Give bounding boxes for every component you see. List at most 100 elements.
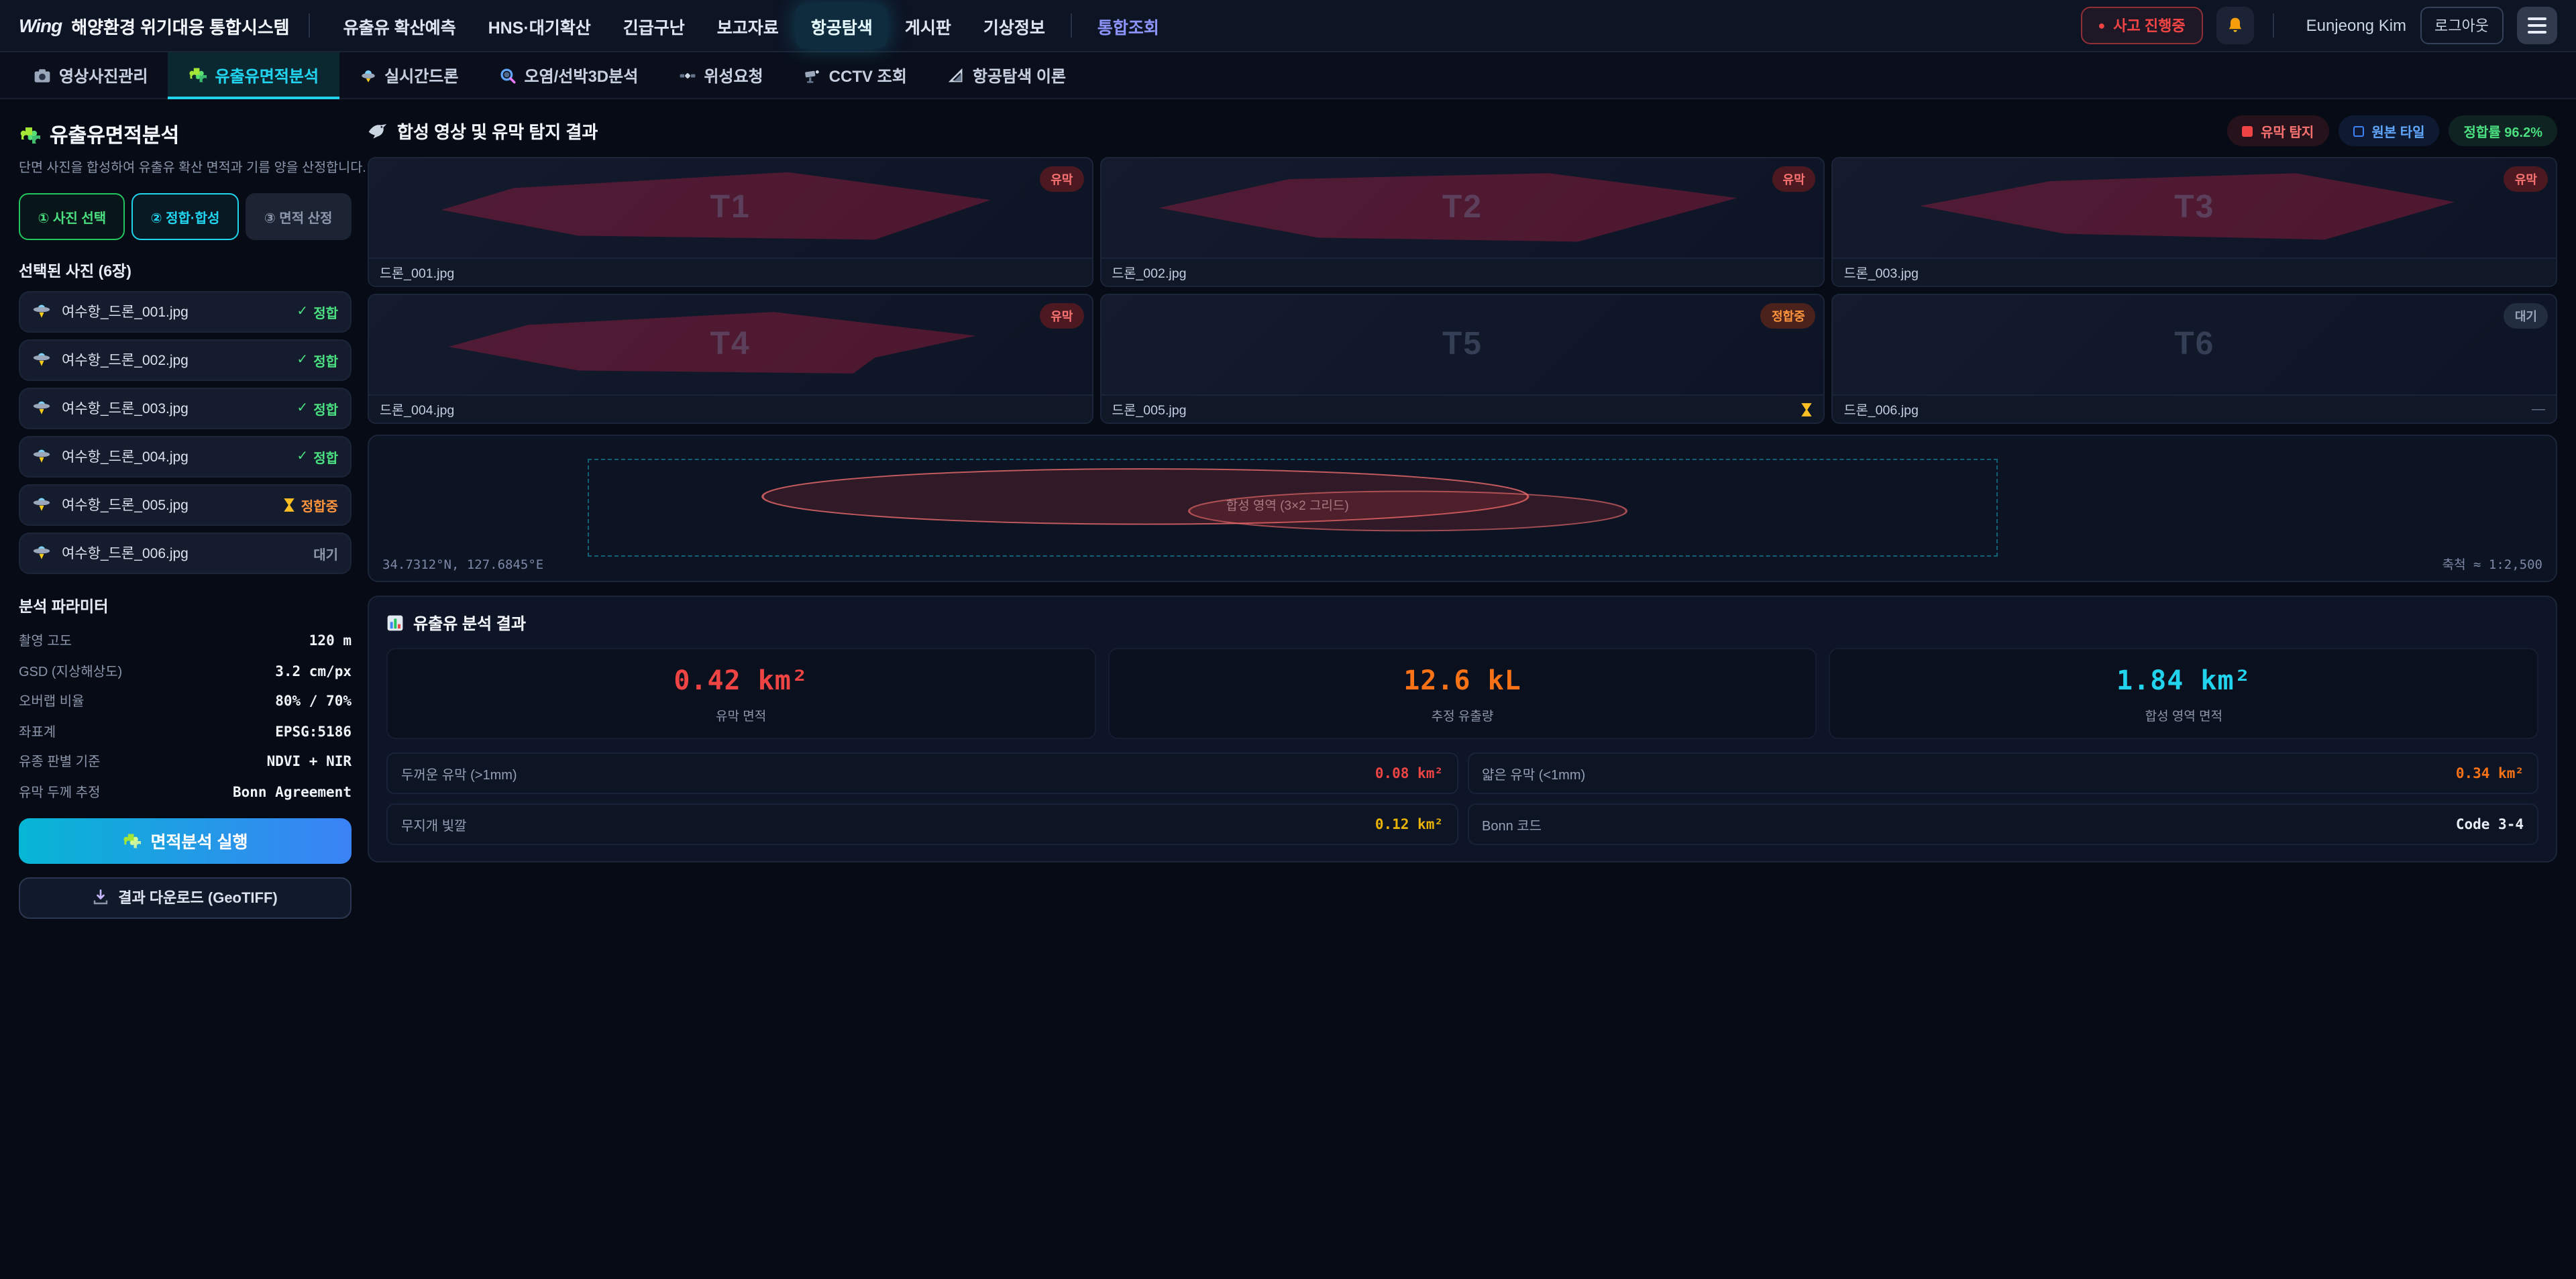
run-area-analysis-button[interactable]: 면적분석 실행 xyxy=(19,818,352,863)
param-label: 오버랩 비율 xyxy=(19,695,85,710)
file-name: 여수항_드론_006.jpg xyxy=(62,546,189,562)
detail-grid: 두꺼운 유막 (>1mm) 0.08 km² 얇은 유막 (<1mm) 0.34… xyxy=(386,753,2538,845)
app-title: 해양환경 위기대응 통합시스템 xyxy=(71,17,290,37)
tile-image: T4 유막 xyxy=(369,295,1091,394)
user-name: Eunjeong Kim xyxy=(2306,16,2407,35)
nav-item-aerial-search[interactable]: 항공탐색 xyxy=(796,3,888,48)
workflow-steps: ① 사진 선택 ② 정합·합성 ③ 면적 산정 xyxy=(19,193,352,240)
tab-oil-area-analysis[interactable]: 유출유면적분석 xyxy=(168,52,339,99)
stat-oil-area: 0.42 km² 유막 면적 xyxy=(386,648,1096,739)
nav-item-hns[interactable]: HNS·대기확산 xyxy=(488,18,591,37)
download-icon xyxy=(94,889,108,905)
analysis-results-panel: 유출유 분석 결과 0.42 km² 유막 면적 12.6 kL 추정 유출량 … xyxy=(368,596,2557,863)
incident-status-badge[interactable]: ● 사고 진행중 xyxy=(2080,7,2203,44)
coordinates-label: 34.7312°N, 127.6845°E xyxy=(382,558,544,573)
file-status: 대기 xyxy=(313,549,338,563)
puzzle-icon xyxy=(189,68,207,82)
file-row[interactable]: 여수항_드론_003.jpg ✓ 정합 xyxy=(19,388,352,429)
stat-label: 추정 유출량 xyxy=(1431,710,1494,724)
drone-photo-icon xyxy=(33,546,50,559)
tile-image: T1 유막 xyxy=(369,158,1091,258)
oil-slick-ellipses xyxy=(761,468,1628,532)
tile-filename: 드론_004.jpg xyxy=(380,404,455,419)
detail-thin-slick: 얇은 유막 (<1mm) 0.34 km² xyxy=(1467,753,2538,794)
analysis-sidebar: 유출유면적분석 단면 사진을 합성하여 유출유 확산 면적과 기름 양을 산정합… xyxy=(19,113,366,918)
file-row[interactable]: 여수항_드론_004.jpg ✓ 정합 xyxy=(19,436,352,478)
file-name: 여수항_드론_004.jpg xyxy=(62,449,189,465)
param-row: 촬영 고도 120 m xyxy=(19,629,352,649)
notifications-button[interactable] xyxy=(2216,7,2254,44)
hourglass-icon xyxy=(284,498,295,512)
param-row: 유종 판별 기준 NDVI + NIR xyxy=(19,750,352,770)
tile-filename: 드론_002.jpg xyxy=(1112,267,1187,282)
tile-footer: 드론_006.jpg — xyxy=(1833,394,2556,423)
composite-result-panel: 합성 영상 및 유막 탐지 결과 유막 탐지 원본 타일 정합률 96.2% xyxy=(368,113,2557,863)
stat-value: 12.6 kL xyxy=(1403,664,1521,696)
param-value: EPSG:5186 xyxy=(275,724,352,740)
divider xyxy=(2272,13,2274,38)
download-geotiff-button[interactable]: 결과 다운로드 (GeoTIFF) xyxy=(19,877,352,918)
file-row[interactable]: 여수항_드론_002.jpg ✓ 정합 xyxy=(19,339,352,381)
tile-id-label: T4 xyxy=(710,326,751,362)
param-label: 좌표계 xyxy=(19,725,56,740)
camera-icon xyxy=(34,68,50,82)
composite-area-label: 합성 영역 (3×2 그리드) xyxy=(1226,498,1349,514)
alignment-rate-badge: 정합률 96.2% xyxy=(2449,115,2557,146)
wing-logo-icon: Wing xyxy=(19,15,62,36)
param-label: 유막 두께 추정 xyxy=(19,785,101,800)
file-name: 여수항_드론_002.jpg xyxy=(62,353,189,369)
file-row[interactable]: 여수항_드론_006.jpg 대기 xyxy=(19,533,352,574)
tile-status-badge: 유막 xyxy=(1040,166,1084,192)
tab-aerial-search-theory[interactable]: 항공탐색 이론 xyxy=(927,52,1086,98)
stat-cards: 0.42 km² 유막 면적 12.6 kL 추정 유출량 1.84 km² 합… xyxy=(386,648,2538,739)
legend-original-tiles[interactable]: 원본 타일 xyxy=(2338,115,2440,146)
tile-T2[interactable]: T2 유막 드론_002.jpg ✓ xyxy=(1099,157,1825,287)
tile-status-badge: 대기 xyxy=(2504,303,2548,329)
map-legend: 유막 탐지 원본 타일 정합률 96.2% xyxy=(2227,115,2557,146)
logout-button[interactable]: 로그아웃 xyxy=(2420,7,2504,44)
step-align-composite[interactable]: ② 정합·합성 xyxy=(131,193,239,240)
step-area-calc[interactable]: ③ 면적 산정 xyxy=(245,193,352,240)
legend-oil-detection[interactable]: 유막 탐지 xyxy=(2227,115,2329,146)
tile-T6[interactable]: T6 대기 드론_006.jpg — xyxy=(1831,294,2557,424)
nav-item-integrated-search[interactable]: 통합조회 xyxy=(1097,18,1159,37)
tab-satellite-request[interactable]: 위성요청 xyxy=(658,52,783,98)
file-status: ✓ 정합 xyxy=(297,449,338,467)
detail-rainbow-sheen: 무지개 빛깔 0.12 km² xyxy=(386,803,1458,845)
step-photo-select[interactable]: ① 사진 선택 xyxy=(19,193,125,240)
param-value: 80% / 70% xyxy=(275,693,352,710)
nav-item-weather[interactable]: 기상정보 xyxy=(983,18,1045,37)
nav-item-reports[interactable]: 보고자료 xyxy=(716,18,779,37)
tile-id-label: T1 xyxy=(710,189,751,225)
drone-photo-icon xyxy=(33,449,50,463)
hourglass-icon xyxy=(1801,402,1813,416)
nav-item-board[interactable]: 게시판 xyxy=(904,18,951,37)
detail-bonn-code: Bonn 코드 Code 3-4 xyxy=(1467,803,2538,845)
file-status: ✓ 정합 xyxy=(297,353,338,370)
tile-T4[interactable]: T4 유막 드론_004.jpg ✓ xyxy=(368,294,1093,424)
tile-id-label: T5 xyxy=(1442,326,1483,362)
hamburger-menu-button[interactable] xyxy=(2517,7,2557,44)
incident-status-label: 사고 진행중 xyxy=(2113,19,2186,35)
check-icon: ✓ xyxy=(297,401,309,416)
main-section-title: 합성 영상 및 유막 탐지 결과 xyxy=(368,118,598,144)
file-row[interactable]: 여수항_드론_001.jpg ✓ 정합 xyxy=(19,291,352,333)
tab-realtime-drone[interactable]: 실시간드론 xyxy=(339,52,478,98)
tile-T5[interactable]: T5 정합중 드론_005.jpg xyxy=(1099,294,1825,424)
nav-item-spill-forecast[interactable]: 유출유 확산예측 xyxy=(343,18,456,37)
tile-image: T3 유막 xyxy=(1833,158,2556,258)
file-row[interactable]: 여수항_드론_005.jpg 정합중 xyxy=(19,484,352,526)
tab-cctv[interactable]: CCTV 조회 xyxy=(784,52,927,98)
eagle-icon xyxy=(368,124,387,139)
tile-T1[interactable]: T1 유막 드론_001.jpg ✓ xyxy=(368,157,1093,287)
drone-photo-icon xyxy=(33,498,50,511)
param-label: GSD (지상해상도) xyxy=(19,665,123,679)
top-navbar: Wing 해양환경 위기대응 통합시스템 유출유 확산예측 HNS·대기확산 긴… xyxy=(0,0,2576,52)
tab-image-management[interactable]: 영상사진관리 xyxy=(13,52,168,98)
tab-pollution-3d-analysis[interactable]: 오염/선박3D분석 xyxy=(478,52,658,98)
nav-item-rescue[interactable]: 긴급구난 xyxy=(623,18,685,37)
red-dot-icon: ● xyxy=(2098,18,2106,32)
magnifier-icon xyxy=(500,68,516,83)
tile-T3[interactable]: T3 유막 드론_003.jpg ✓ xyxy=(1831,157,2557,287)
outline-square-icon xyxy=(2353,125,2364,136)
